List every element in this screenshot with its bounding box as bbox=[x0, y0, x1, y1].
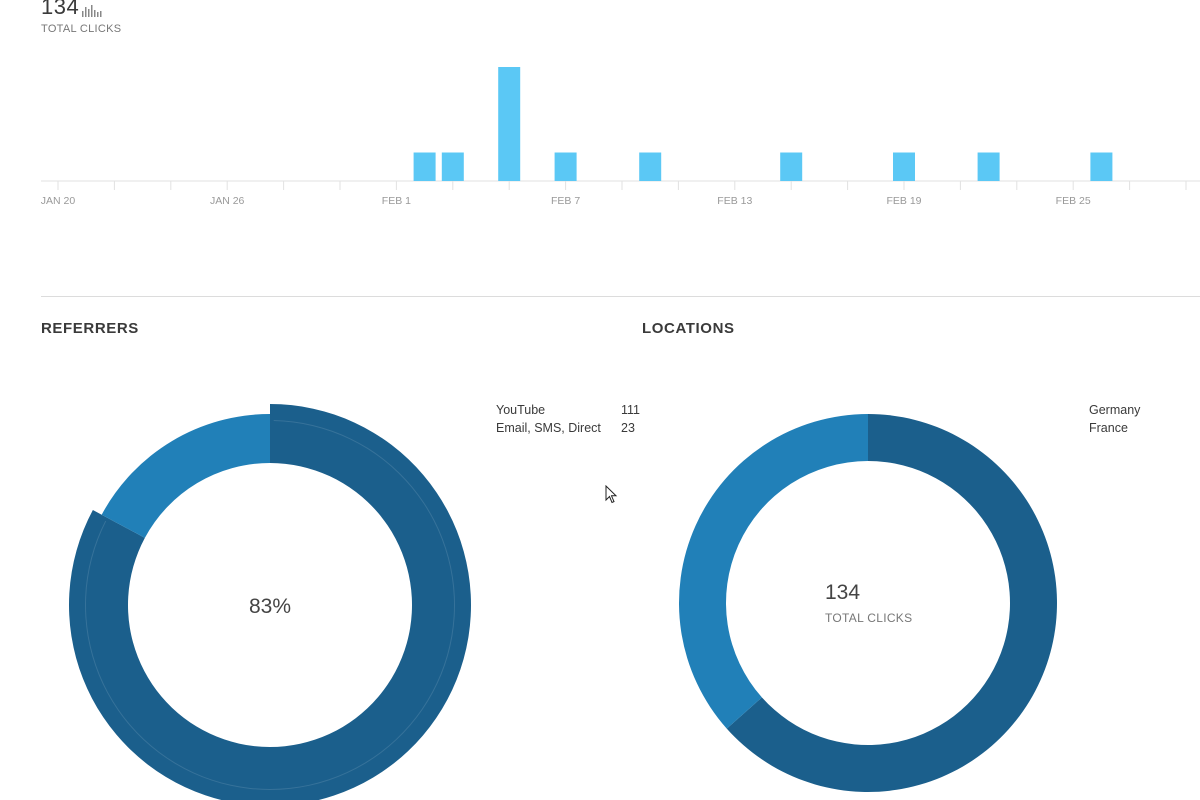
x-tick-label: FEB 1 bbox=[382, 195, 411, 207]
locations-slice[interactable] bbox=[726, 414, 1057, 792]
clicks-timeline-chart: JAN 20 JAN 26 FEB 1 FEB 7 FEB 13 FEB 19 FEB 25 bbox=[41, 67, 1200, 207]
legend-item-label[interactable]: France bbox=[1089, 421, 1128, 435]
referrers-slice[interactable] bbox=[69, 404, 471, 800]
legend-item-label[interactable]: Email, SMS, Direct bbox=[496, 421, 601, 435]
timeline-bar[interactable] bbox=[1090, 152, 1113, 182]
locations-center-label: TOTAL CLICKS bbox=[825, 611, 912, 625]
x-tick-label: FEB 25 bbox=[1056, 195, 1091, 207]
timeline-bar[interactable] bbox=[780, 152, 803, 182]
timeline-bar[interactable] bbox=[498, 67, 521, 181]
timeline-bar[interactable] bbox=[554, 152, 577, 182]
mouse-cursor-icon bbox=[605, 485, 618, 504]
legend-item-label[interactable]: YouTube bbox=[496, 403, 546, 417]
x-tick-label: JAN 26 bbox=[210, 195, 245, 207]
total-clicks-count: 134 bbox=[41, 0, 80, 19]
legend-item-value: 23 bbox=[621, 421, 635, 435]
referrers-donut-chart: 83% bbox=[69, 404, 471, 800]
timeline-bar[interactable] bbox=[441, 152, 464, 182]
referrers-title: REFERRERS bbox=[41, 320, 139, 337]
locations-slice[interactable] bbox=[679, 414, 868, 729]
timeline-bar[interactable] bbox=[639, 152, 662, 182]
locations-title: LOCATIONS bbox=[642, 320, 735, 337]
referrers-center-value: 83% bbox=[249, 595, 291, 618]
locations-center-value: 134 bbox=[825, 581, 860, 604]
legend-item-label[interactable]: Germany bbox=[1089, 403, 1141, 417]
section-divider bbox=[41, 296, 1200, 297]
locations-donut-chart: 134 TOTAL CLICKS bbox=[679, 414, 1057, 792]
x-tick-label: FEB 19 bbox=[886, 195, 921, 207]
x-tick-label: FEB 13 bbox=[717, 195, 752, 207]
legend-item-value: 111 bbox=[621, 403, 641, 417]
referrers-slice[interactable] bbox=[101, 414, 270, 538]
timeline-bar[interactable] bbox=[413, 152, 436, 182]
timeline-bar[interactable] bbox=[893, 152, 915, 182]
x-tick-label: JAN 20 bbox=[41, 195, 76, 207]
total-clicks-label: TOTAL CLICKS bbox=[41, 23, 122, 35]
timeline-bar[interactable] bbox=[977, 152, 1000, 182]
bar-chart-icon[interactable] bbox=[82, 5, 106, 17]
x-tick-label: FEB 7 bbox=[551, 195, 580, 207]
